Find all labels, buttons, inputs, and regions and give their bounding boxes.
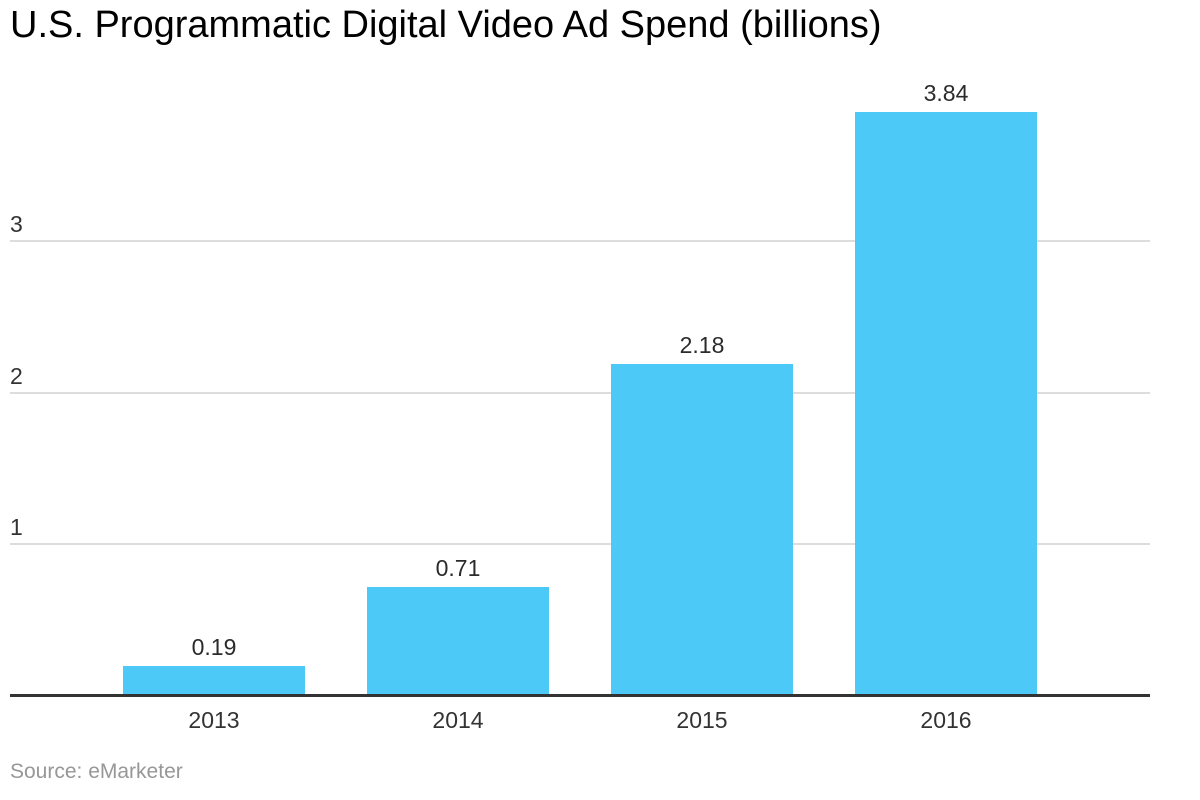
gridline (10, 543, 1150, 545)
x-tick-label: 2015 (676, 707, 728, 733)
bar (367, 587, 549, 695)
source-note: Source: eMarketer (10, 760, 183, 783)
x-tick-label: 2016 (920, 707, 972, 733)
bar-value-label: 2.18 (679, 332, 725, 358)
x-tick-label: 2013 (188, 707, 240, 733)
y-tick-label: 2 (10, 363, 23, 389)
gridline (10, 392, 1150, 394)
bar-value-label: 0.71 (435, 555, 481, 581)
chart-title: U.S. Programmatic Digital Video Ad Spend… (10, 4, 882, 46)
x-axis-line (10, 694, 1150, 697)
bar-value-label: 3.84 (923, 80, 969, 106)
bar (123, 666, 305, 695)
y-tick-label: 3 (10, 211, 23, 237)
bar-value-label: 0.19 (191, 634, 237, 660)
gridline (10, 240, 1150, 242)
y-tick-label: 1 (10, 514, 23, 540)
bar (855, 112, 1037, 695)
x-tick-label: 2014 (432, 707, 484, 733)
bar (611, 364, 793, 695)
